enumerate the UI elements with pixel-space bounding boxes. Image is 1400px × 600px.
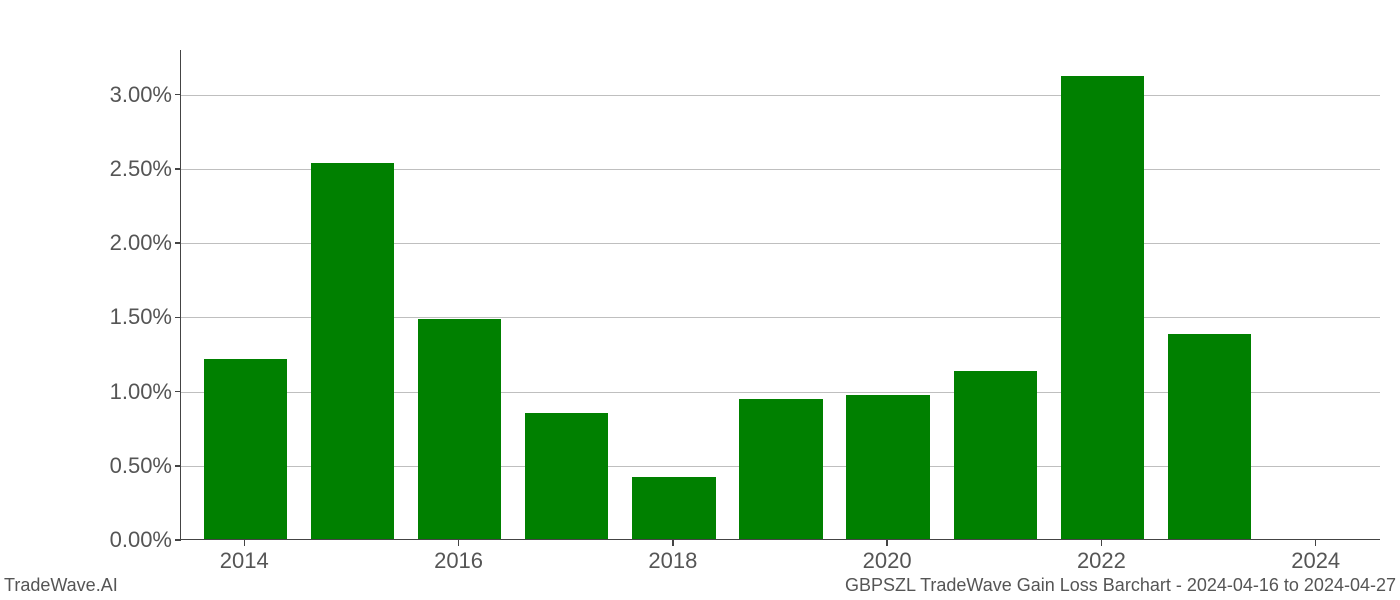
bar	[311, 163, 395, 539]
y-tick-mark	[175, 317, 181, 319]
x-tick-mark	[244, 540, 246, 546]
y-tick-label: 1.00%	[52, 379, 172, 405]
footer-left: TradeWave.AI	[4, 575, 118, 596]
x-tick-mark	[1101, 540, 1103, 546]
y-tick-label: 1.50%	[52, 304, 172, 330]
y-tick-label: 2.00%	[52, 230, 172, 256]
chart-container: TradeWave.AI GBPSZL TradeWave Gain Loss …	[0, 0, 1400, 600]
y-tick-mark	[175, 465, 181, 467]
x-tick-label: 2020	[863, 548, 912, 574]
y-tick-label: 0.50%	[52, 453, 172, 479]
bar	[204, 359, 288, 539]
y-tick-mark	[175, 94, 181, 96]
bar	[632, 477, 716, 539]
x-tick-mark	[672, 540, 674, 546]
gridline	[181, 95, 1380, 96]
y-tick-mark	[175, 391, 181, 393]
x-tick-label: 2016	[434, 548, 483, 574]
y-tick-mark	[175, 242, 181, 244]
y-tick-label: 0.00%	[52, 527, 172, 553]
x-tick-mark	[458, 540, 460, 546]
y-tick-mark	[175, 168, 181, 170]
y-tick-label: 3.00%	[52, 82, 172, 108]
footer-right: GBPSZL TradeWave Gain Loss Barchart - 20…	[845, 575, 1396, 596]
bar	[739, 399, 823, 539]
y-tick-label: 2.50%	[52, 156, 172, 182]
bar	[418, 319, 502, 539]
x-tick-label: 2024	[1291, 548, 1340, 574]
bar	[846, 395, 930, 539]
bar	[1168, 334, 1252, 539]
x-tick-label: 2022	[1077, 548, 1126, 574]
x-tick-label: 2014	[220, 548, 269, 574]
x-tick-label: 2018	[648, 548, 697, 574]
bar	[525, 413, 609, 539]
y-tick-mark	[175, 539, 181, 541]
x-tick-mark	[886, 540, 888, 546]
plot-area	[180, 50, 1380, 540]
bar	[954, 371, 1038, 539]
bar	[1061, 76, 1145, 539]
x-tick-mark	[1315, 540, 1317, 546]
